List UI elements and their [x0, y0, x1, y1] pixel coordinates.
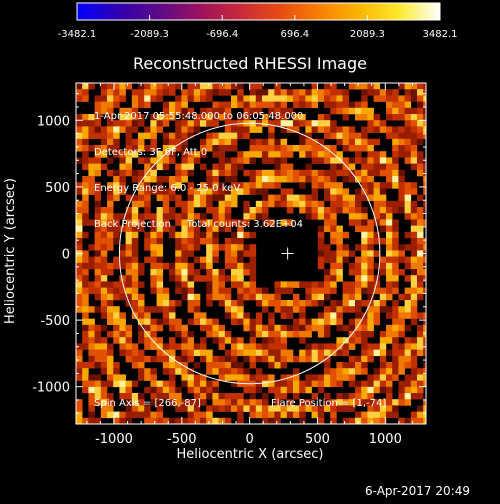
- x-axis: -1000 -500 0 500 1000: [86, 83, 413, 447]
- y-axis: -1000 -500 0 500 1000: [32, 93, 426, 414]
- y-tick-label: 1000: [37, 114, 70, 129]
- info-text-block: 1-Apr-2017 05:55:48.000 to 06:05:48.000 …: [94, 87, 303, 255]
- y-tick-label: -1000: [32, 381, 70, 396]
- colorbar-tick-label: 3482.1: [423, 29, 458, 40]
- y-tick-label: -500: [40, 314, 70, 329]
- info-time-range: 1-Apr-2017 05:55:48.000 to 06:05:48.000: [94, 111, 304, 122]
- x-tick-label: 500: [305, 432, 330, 447]
- info-method-counts: Back Projection Total counts: 3.62E+04: [94, 219, 303, 230]
- info-energy-range: Energy Range: 6.0 - 25.0 keV: [94, 183, 241, 194]
- flare-cross-marker: [281, 247, 294, 260]
- info-detectors: Detectors: 3F 6F, Att 0: [94, 147, 208, 158]
- colorbar-tick-label: -2089.3: [130, 29, 169, 40]
- x-tick-label: -1000: [95, 432, 133, 447]
- y-tick-label: 500: [45, 181, 70, 196]
- heatmap-image: [76, 83, 426, 424]
- flare-position-text: Flare Position = [1,-74]: [271, 398, 387, 409]
- x-axis-label: Heliocentric X (arcsec): [177, 447, 324, 462]
- x-tick-label: 0: [246, 432, 254, 447]
- chart-title: Reconstructed RHESSI Image: [133, 54, 367, 73]
- solar-disk-circle: [118, 122, 381, 385]
- y-axis-label: Heliocentric Y (arcsec): [3, 178, 18, 324]
- x-tick-label: 1000: [369, 432, 402, 447]
- colorbar-tick-label: 696.4: [280, 29, 309, 40]
- colorbar-ticks: -3482.1 -2089.3 -696.4 696.4 2089.3 3482.1: [58, 15, 458, 40]
- colorbar-tick-label: 2089.3: [350, 29, 385, 40]
- x-tick-label: -500: [167, 432, 197, 447]
- colorbar-tick-label: -696.4: [206, 29, 238, 40]
- footer-timestamp: 6-Apr-2017 20:49: [365, 484, 470, 498]
- y-tick-label: 0: [62, 248, 70, 263]
- spin-axis-text: Spin Axis = [266,-87]: [94, 398, 201, 409]
- colorbar: [76, 2, 441, 21]
- colorbar-tick-label: -3482.1: [58, 29, 97, 40]
